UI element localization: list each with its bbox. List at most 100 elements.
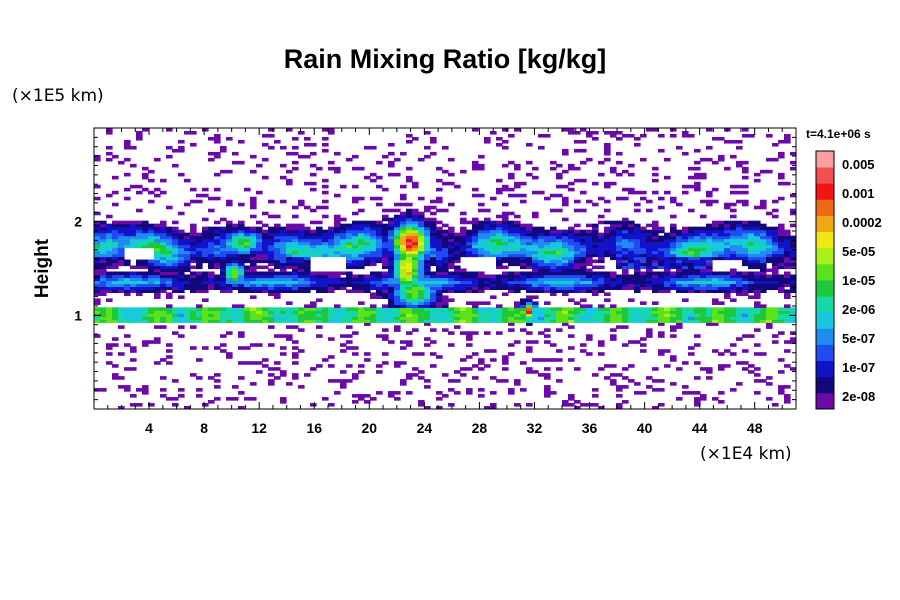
heatmap-cell	[172, 316, 179, 320]
heatmap-cell	[442, 238, 449, 243]
heatmap-cell	[250, 196, 257, 201]
heatmap-cell	[496, 190, 503, 195]
heatmap-cell	[592, 259, 599, 264]
heatmap-cell	[160, 313, 167, 317]
heatmap-cell	[112, 316, 119, 320]
heatmap-cell	[220, 238, 227, 243]
heatmap-cell	[412, 373, 419, 377]
heatmap-cell	[298, 235, 305, 240]
heatmap-cell	[718, 220, 725, 225]
heatmap-cell	[142, 187, 149, 192]
heatmap-field	[94, 128, 796, 409]
heatmap-cell	[754, 307, 761, 311]
heatmap-cell	[610, 334, 617, 338]
heatmap-cell	[400, 229, 407, 234]
heatmap-cell	[244, 226, 251, 231]
heatmap-cell	[232, 274, 239, 279]
heatmap-cell	[358, 238, 365, 243]
heatmap-cell	[406, 319, 413, 323]
heatmap-cell	[646, 208, 653, 213]
heatmap-cell	[148, 403, 155, 407]
heatmap-cell	[706, 199, 713, 204]
heatmap-cell	[718, 154, 725, 159]
heatmap-cell	[310, 163, 317, 168]
heatmap-cell	[562, 283, 569, 288]
heatmap-cell	[532, 211, 539, 216]
heatmap-cell	[790, 283, 796, 288]
heatmap-cell	[376, 238, 383, 243]
heatmap-cell	[304, 286, 311, 291]
heatmap-cell	[718, 241, 725, 246]
heatmap-cell	[172, 148, 179, 153]
heatmap-cell	[430, 319, 437, 323]
heatmap-cell	[424, 217, 431, 222]
heatmap-cell	[322, 271, 329, 276]
heatmap-cell	[478, 283, 485, 288]
heatmap-cell	[166, 154, 173, 159]
heatmap-cell	[652, 226, 659, 231]
heatmap-cell	[622, 268, 629, 273]
heatmap-cell	[424, 253, 431, 258]
heatmap-cell	[136, 280, 143, 285]
heatmap-cell	[298, 280, 305, 285]
heatmap-cell	[268, 274, 275, 279]
heatmap-cell	[604, 313, 611, 317]
heatmap-cell	[136, 274, 143, 279]
heatmap-cell	[160, 358, 167, 362]
heatmap-cell	[358, 397, 365, 401]
heatmap-cell	[130, 280, 137, 285]
heatmap-cell	[478, 253, 485, 258]
heatmap-cell	[274, 277, 281, 282]
heatmap-cell	[142, 229, 149, 234]
heatmap-cell	[358, 223, 365, 228]
heatmap-cell	[310, 319, 317, 323]
heatmap-cell	[412, 238, 419, 243]
heatmap-cell	[100, 286, 107, 291]
heatmap-cell	[682, 286, 689, 291]
heatmap-cell	[544, 391, 551, 395]
heatmap-cell	[508, 280, 515, 285]
heatmap-cell	[724, 319, 731, 323]
heatmap-cell	[532, 277, 539, 282]
heatmap-cell	[778, 226, 785, 231]
heatmap-cell	[562, 310, 569, 314]
heatmap-cell	[568, 238, 575, 243]
heatmap-cell	[142, 241, 149, 246]
heatmap-cell	[400, 238, 407, 243]
heatmap-cell	[406, 373, 413, 377]
heatmap-cell	[532, 286, 539, 291]
heatmap-cell	[592, 319, 599, 323]
heatmap-cell	[694, 166, 701, 171]
heatmap-cell	[646, 313, 653, 317]
heatmap-cell	[784, 262, 791, 267]
heatmap-cell	[136, 235, 143, 240]
heatmap-cell	[256, 253, 263, 258]
heatmap-cell	[568, 274, 575, 279]
heatmap-cell	[712, 256, 719, 261]
heatmap-cell	[364, 238, 371, 243]
heatmap-cell	[502, 286, 509, 291]
heatmap-cell	[436, 187, 443, 192]
heatmap-cell	[292, 352, 299, 356]
heatmap-cell	[736, 160, 743, 165]
heatmap-cell	[442, 244, 449, 249]
heatmap-cell	[622, 385, 629, 389]
heatmap-cell	[298, 250, 305, 255]
heatmap-cell	[328, 130, 335, 135]
heatmap-cell	[784, 394, 791, 398]
heatmap-cell	[400, 289, 407, 294]
heatmap-cell	[736, 253, 743, 258]
heatmap-cell	[424, 313, 431, 317]
heatmap-cell	[622, 274, 629, 279]
heatmap-cell	[400, 313, 407, 317]
heatmap-cell	[442, 145, 449, 150]
heatmap-cell	[382, 295, 389, 299]
heatmap-cell	[790, 256, 796, 261]
heatmap-cell	[496, 232, 503, 237]
heatmap-cell	[154, 280, 161, 285]
heatmap-cell	[370, 292, 377, 296]
heatmap-cell	[598, 232, 605, 237]
heatmap-cell	[766, 313, 773, 317]
heatmap-cell	[772, 316, 779, 320]
heatmap-cell	[502, 214, 509, 219]
